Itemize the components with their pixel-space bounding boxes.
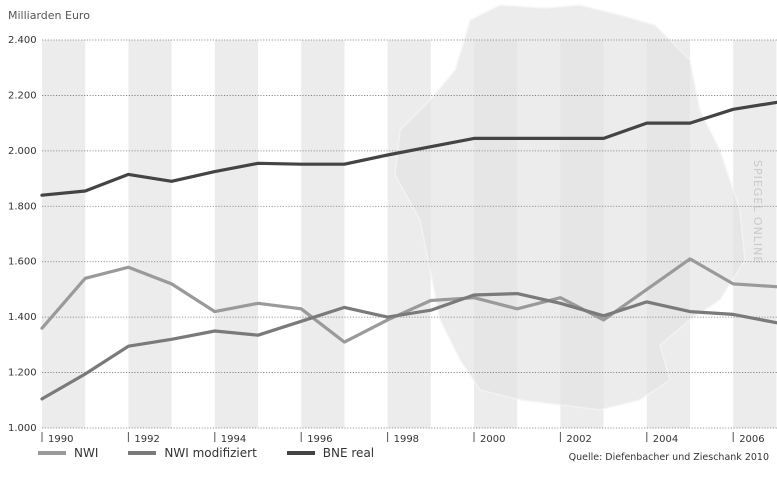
y-tick-label: 1.400 (8, 312, 37, 323)
y-tick-label: 2.400 (8, 35, 37, 46)
x-tick-label: 2006 (739, 434, 764, 445)
x-tick-label: 1992 (134, 434, 159, 445)
legend-item-bne-real: BNE real (286, 446, 375, 460)
x-tick-label: 2000 (480, 434, 505, 445)
y-tick-label: 1.200 (8, 368, 37, 379)
legend-item-nwi: NWI (38, 446, 98, 460)
year-band-1994 (214, 40, 258, 428)
legend: NWI NWI modifiziert BNE real (38, 446, 404, 460)
x-tick-label: 2002 (566, 434, 591, 445)
y-tick-label: 2.000 (8, 146, 37, 157)
x-tick-label: 1996 (307, 434, 332, 445)
series-lines (40, 100, 777, 401)
series-line-nwi-modifiziert (40, 292, 777, 401)
year-band-1990 (42, 40, 86, 428)
y-axis-title: Milliarden Euro (8, 9, 90, 22)
year-band-1992 (128, 40, 172, 428)
legend-label-nwi: NWI (74, 446, 99, 460)
x-tick-label: 1998 (394, 434, 419, 445)
germany-map-background (394, 4, 746, 411)
year-band-1996 (301, 40, 345, 428)
watermark: SPIEGEL ONLINE (751, 160, 764, 265)
y-tick-label: 2.200 (8, 90, 37, 101)
x-tick-label: 1990 (48, 434, 73, 445)
legend-swatch-nwi (38, 451, 66, 455)
x-tick-label: 1994 (221, 434, 246, 445)
x-tick-label: 2004 (653, 434, 678, 445)
map-silhouette (394, 4, 746, 411)
legend-swatch-nwi-modifiziert (128, 451, 157, 455)
y-tick-label: 1.600 (8, 257, 37, 268)
y-axis: 1.000 1.200 1.400 1.600 1.800 2.000 2.200 2.400 (8, 35, 37, 434)
y-tick-label: 1.800 (8, 201, 37, 212)
legend-item-nwi-modifiziert: NWI modifiziert (128, 446, 257, 460)
y-tick-label: 1.000 (8, 423, 37, 434)
legend-label-nwi-modifiziert: NWI modifiziert (164, 446, 257, 460)
x-axis: 1990 1992 1994 1996 1998 2000 2002 2004 2006 (41, 432, 765, 445)
source-note: Quelle: Diefenbacher und Zieschank 2010 (568, 452, 769, 463)
legend-label-bne-real: BNE real (322, 446, 375, 460)
series-line-nwi (40, 257, 777, 344)
legend-swatch-bne-real (286, 451, 315, 455)
series-line-bne-real (40, 100, 777, 197)
